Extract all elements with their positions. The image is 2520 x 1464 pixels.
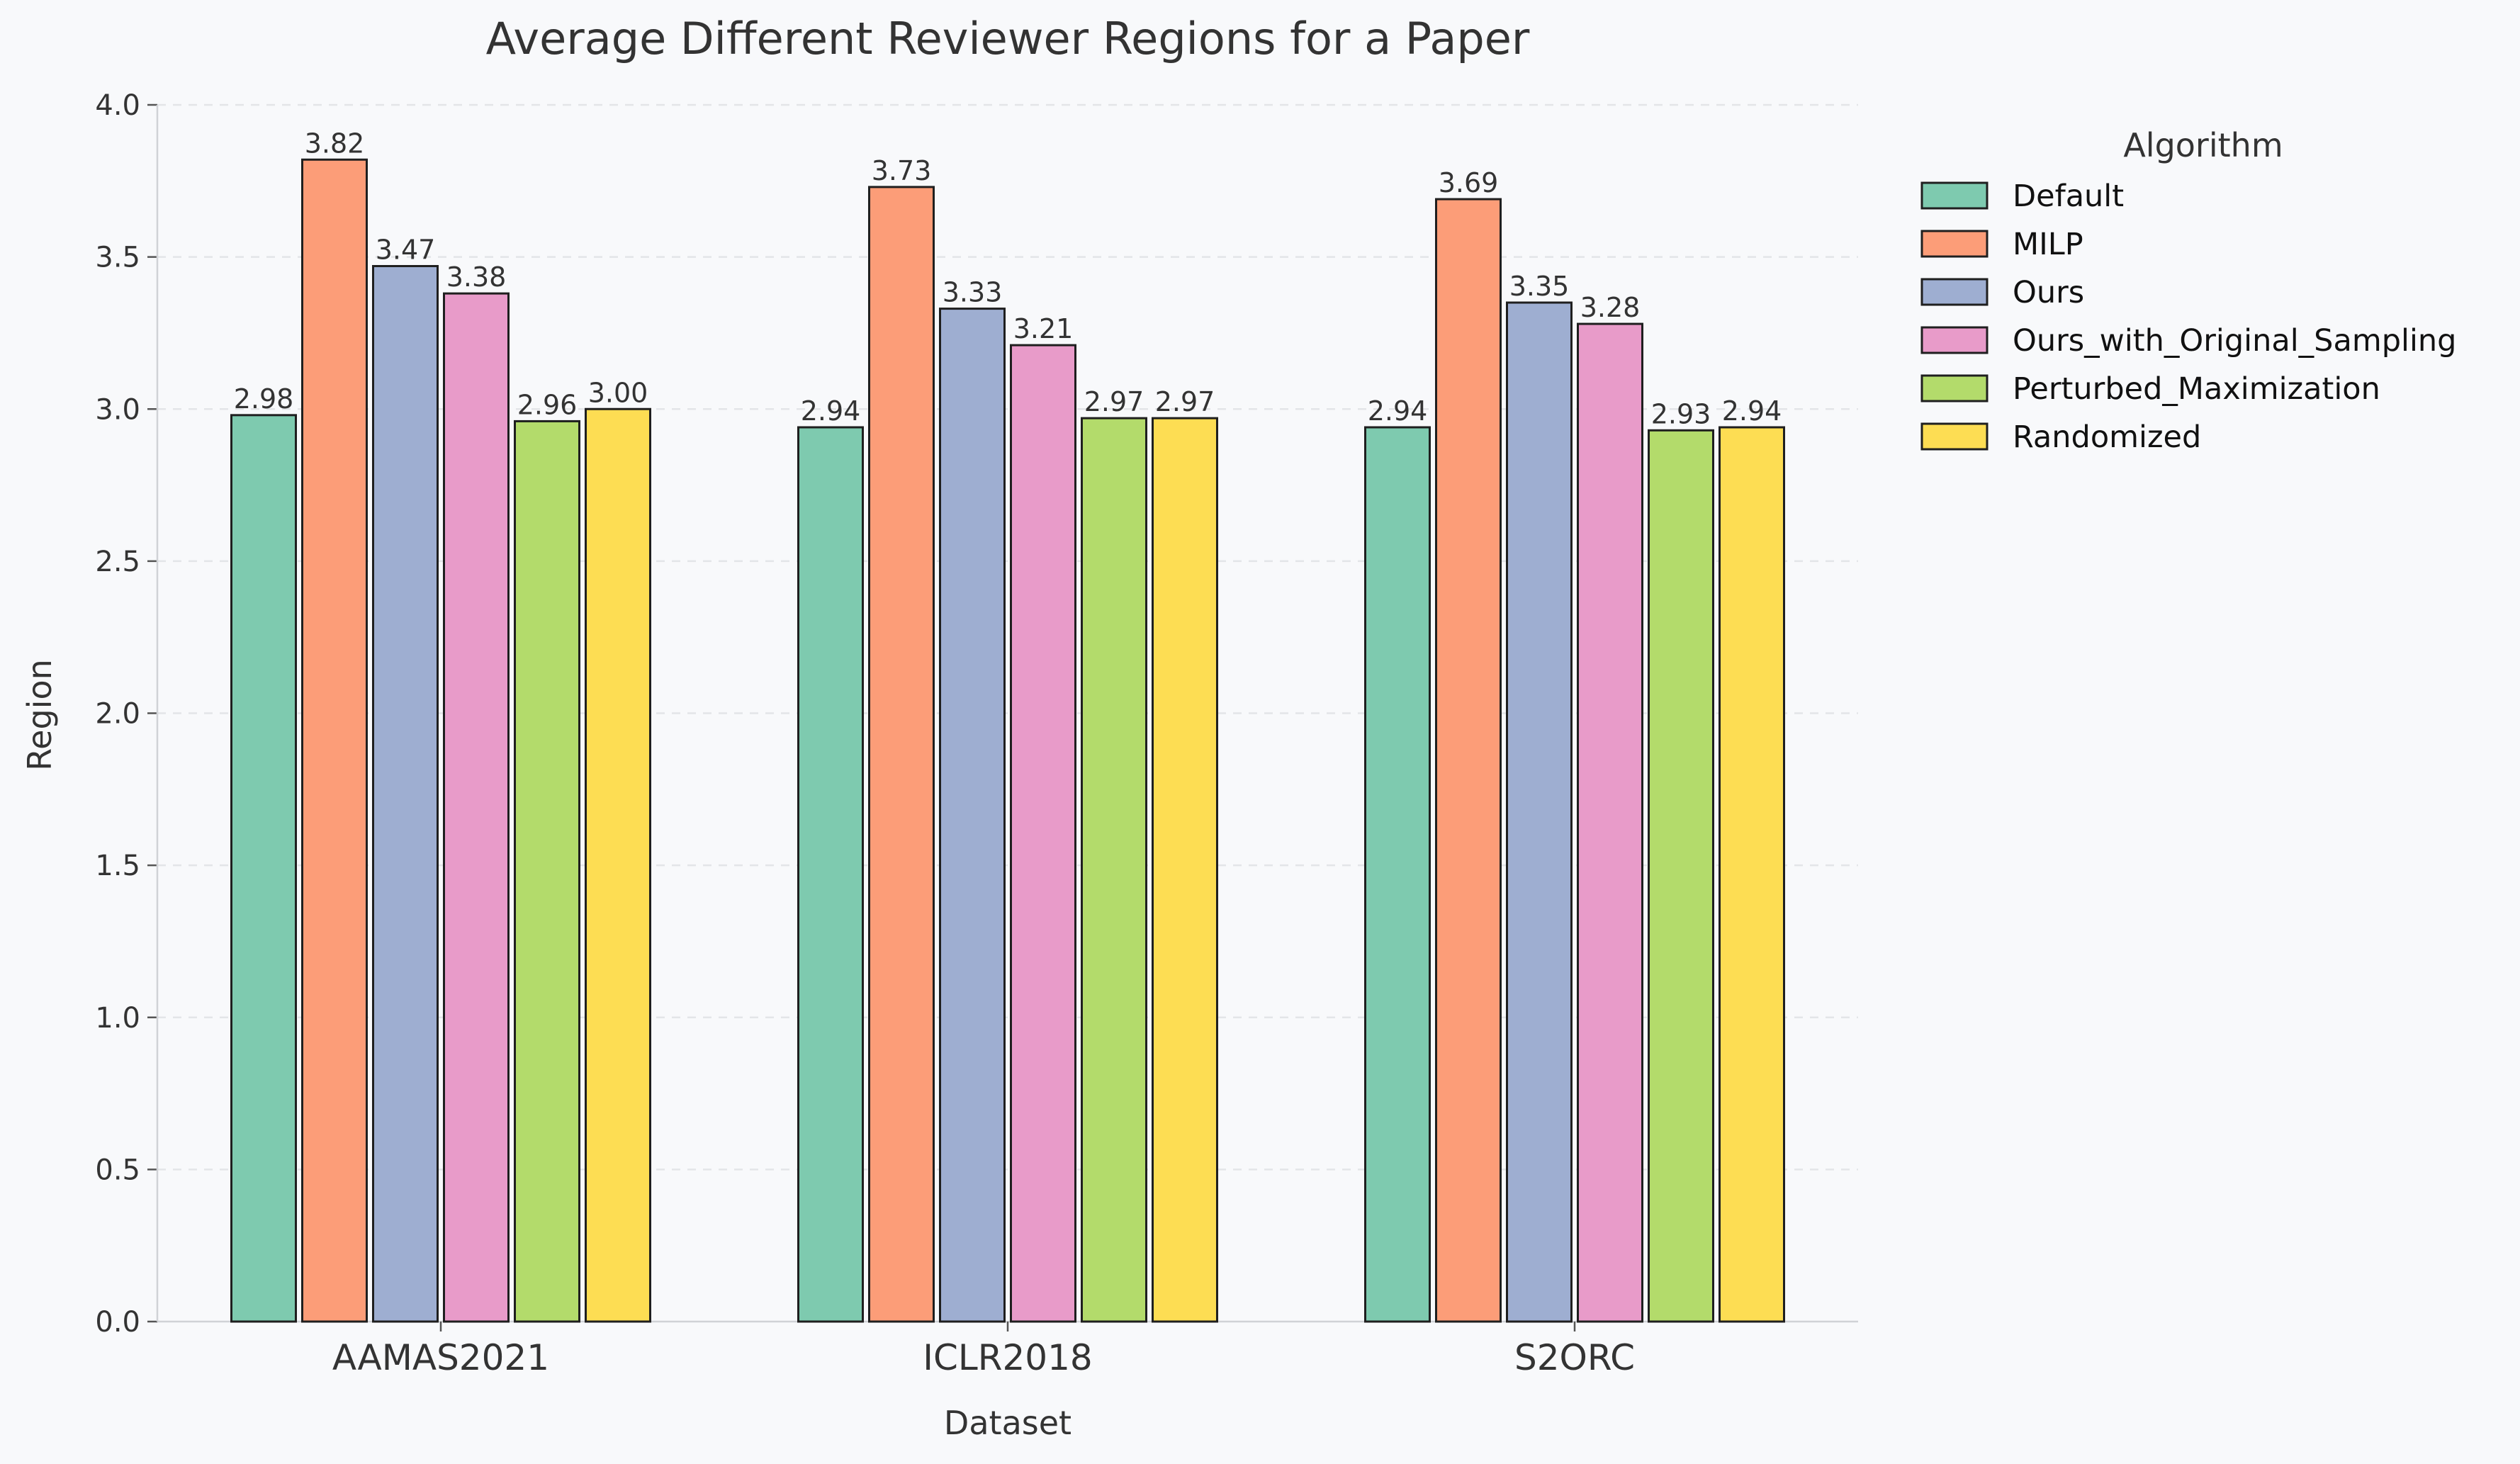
chart-title: Average Different Reviewer Regions for a… [486,13,1530,64]
legend-entry-label: MILP [2013,227,2083,262]
x-tick-label: ICLR2018 [923,1337,1093,1378]
legend-title: Algorithm [2123,126,2283,164]
axes: 0.0 0.5 1.0 1.5 2.0 2.5 3.0 3.5 4.0 AAMAS2021 ICLR… [95,89,1858,1378]
legend-swatch [1920,422,1989,451]
bar [443,292,510,1323]
bar-value-label: 2.97 [1084,386,1144,417]
bar-value-label: 3.38 [446,261,507,293]
y-tick-label: 0.0 [95,1306,140,1339]
bar [1010,344,1076,1323]
gridlines [157,103,1858,1171]
bar-value-label: 2.97 [1155,386,1215,417]
bar [514,420,580,1323]
bars [230,158,1785,1323]
bar-value-label: 2.94 [1722,395,1782,427]
bar [1648,429,1714,1323]
y-tick-label: 1.5 [95,850,140,882]
bar [1435,198,1502,1323]
legend-swatch [1920,374,1989,402]
y-tick-label: 4.0 [95,89,140,122]
legend-entry-label: Ours [2013,275,2084,310]
legend-swatch [1920,230,1989,258]
data-labels: 2.98 3.82 3.47 3.38 2.96 3.00 2.94 3.73 3.33 3.21… [234,128,1782,429]
legend-entry-label: Ours_with_Original_Sampling [2013,323,2456,359]
bar-value-label: 3.69 [1439,167,1499,198]
bar [585,407,651,1323]
bar [1506,301,1573,1323]
x-axis-label: Dataset [944,1404,1071,1442]
bar-value-label: 3.82 [305,128,365,159]
legend-swatch [1920,181,1989,210]
bar [301,158,368,1323]
bar [939,308,1006,1323]
bar-value-label: 3.21 [1013,313,1074,344]
bar-value-label: 3.00 [588,377,648,408]
bar [1577,322,1643,1323]
bar [1364,426,1431,1323]
bar-value-label: 3.35 [1509,271,1570,302]
bar [1081,417,1147,1323]
legend-swatch [1920,326,1989,354]
y-tick-label: 2.0 [95,698,140,731]
y-tick-label: 2.5 [95,546,140,578]
bar [372,265,439,1323]
bar-value-label: 2.94 [801,395,861,427]
legend-entry-label: Default [2013,179,2124,214]
bar [797,426,864,1323]
bar-value-label: 2.96 [517,389,578,420]
y-tick-label: 3.5 [95,242,140,274]
bar-value-label: 3.28 [1580,292,1641,323]
bar [1719,426,1785,1323]
legend: Algorithm Default MILP Ours Ours_with_Origi… [1920,126,2456,455]
x-tick-label: S2ORC [1514,1337,1635,1378]
bar [1152,417,1218,1323]
bar [868,186,935,1323]
legend-entry-label: Randomized [2013,420,2201,455]
bar-value-label: 3.73 [872,155,932,186]
x-tick-label: AAMAS2021 [332,1337,549,1378]
y-tick-label: 1.0 [95,1002,140,1035]
y-tick-label: 3.0 [95,393,140,426]
bar-value-label: 2.94 [1368,395,1428,427]
bar-value-label: 3.47 [376,235,436,266]
y-tick-label: 0.5 [95,1154,140,1186]
legend-entry-label: Perturbed_Maximization [2013,371,2380,407]
y-axis-label: Region [21,659,59,770]
legend-swatch [1920,278,1989,306]
bar-value-label: 2.98 [234,383,294,415]
bar-value-label: 3.33 [943,277,1003,308]
bar [230,414,297,1323]
bar-value-label: 2.93 [1651,398,1711,429]
